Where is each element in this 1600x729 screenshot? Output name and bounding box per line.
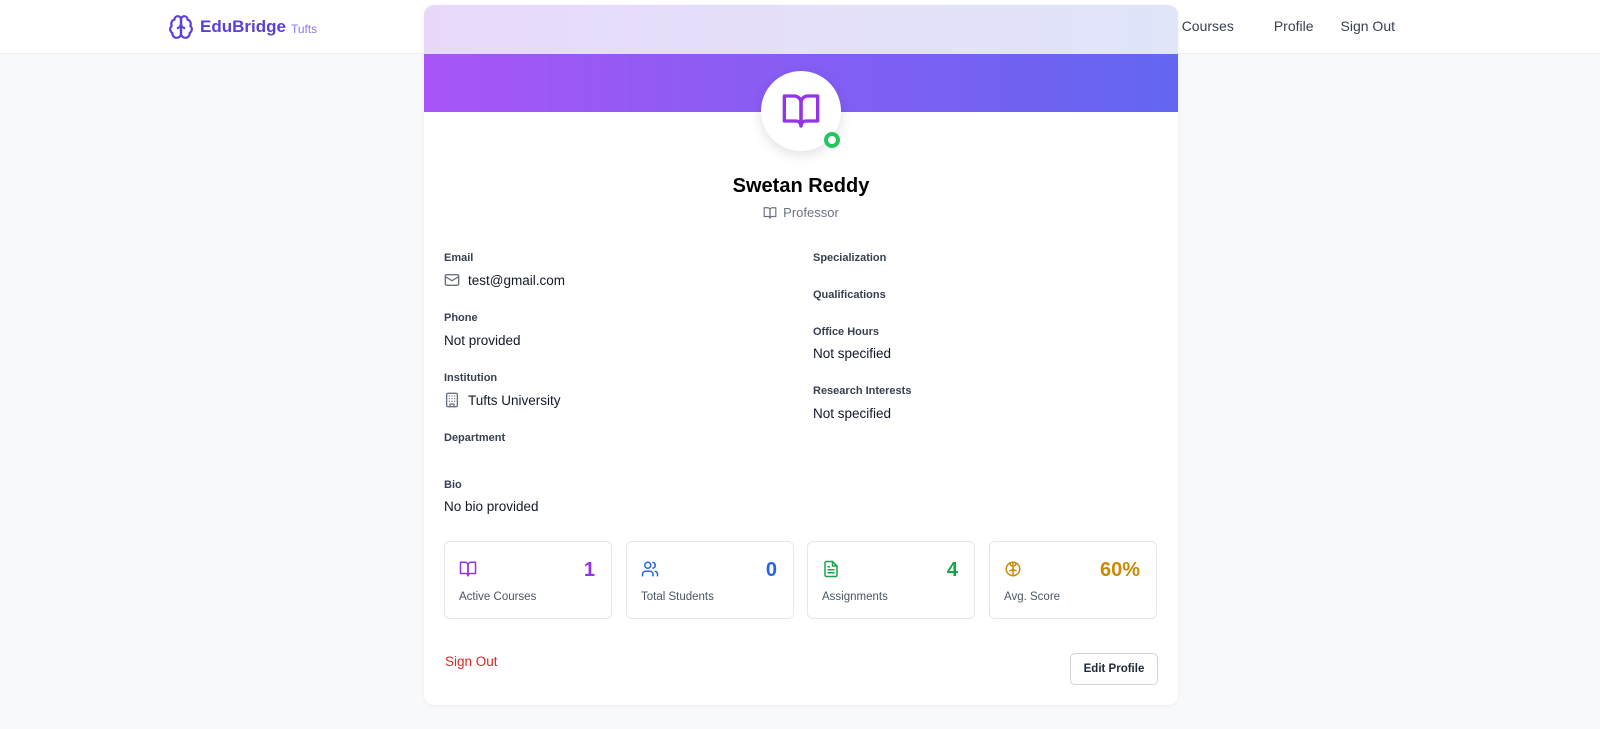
institution-label: Institution <box>444 372 498 384</box>
mail-icon <box>444 274 460 286</box>
brain-logo-icon <box>169 15 193 39</box>
brand-logo-link[interactable]: EduBridge Tufts <box>168 13 317 41</box>
role-label: Professor <box>783 205 839 220</box>
email-label: Email <box>444 252 474 264</box>
stat-card-assignments: 4 Assignments <box>807 541 975 619</box>
nav-profile-link[interactable]: Profile <box>1273 18 1314 34</box>
phone-label: Phone <box>444 312 478 324</box>
stat-label: Avg. Score <box>1004 591 1061 603</box>
brain-icon <box>1005 561 1021 577</box>
email-value: test@gmail.com <box>444 272 565 288</box>
stat-card-active-courses: 1 Active Courses <box>444 541 612 619</box>
users-icon <box>641 561 659 577</box>
book-icon <box>459 561 477 577</box>
stat-card-total-students: 0 Total Students <box>626 541 794 619</box>
office-hours-value: Not specified <box>813 346 892 361</box>
stat-card-avg-score: 60% Avg. Score <box>989 541 1157 619</box>
specialization-label: Specialization <box>813 252 887 264</box>
stat-label: Total Students <box>641 591 714 603</box>
stat-value: 60% <box>1099 559 1140 581</box>
stat-value: 0 <box>765 559 777 581</box>
nav-links: Courses Profile Sign Out <box>1182 18 1395 34</box>
file-text-icon <box>824 560 838 578</box>
stat-label: Assignments <box>822 591 888 603</box>
email-text: test@gmail.com <box>468 272 565 288</box>
institution-text: Tufts University <box>468 392 561 408</box>
book-open-icon <box>782 94 820 128</box>
building-icon <box>446 392 458 408</box>
profile-name: Swetan Reddy <box>732 175 870 197</box>
stat-value: 4 <box>946 559 958 581</box>
nav-signout-link[interactable]: Sign Out <box>1340 18 1395 34</box>
bio-value: No bio provided <box>444 499 539 514</box>
research-value: Not specified <box>813 406 892 421</box>
institution-value: Tufts University <box>444 392 561 408</box>
research-label: Research Interests <box>813 385 912 397</box>
qualifications-label: Qualifications <box>813 289 886 301</box>
office-hours-label: Office Hours <box>813 326 880 338</box>
department-label: Department <box>444 432 506 444</box>
banner-fade <box>424 5 1178 54</box>
online-status-indicator <box>824 132 840 148</box>
phone-value: Not provided <box>444 333 521 348</box>
edit-profile-button[interactable]: Edit Profile <box>1070 653 1158 685</box>
brand-sub: Tufts <box>290 22 318 36</box>
profile-role: Professor <box>424 205 1178 220</box>
signout-button[interactable]: Sign Out <box>445 654 498 669</box>
brand-name: EduBridge <box>200 17 286 36</box>
nav-courses-link[interactable]: Courses <box>1181 18 1234 34</box>
book-open-icon <box>763 206 777 219</box>
stat-value: 1 <box>583 559 595 581</box>
stat-label: Active Courses <box>459 591 537 603</box>
bio-label: Bio <box>444 479 462 491</box>
